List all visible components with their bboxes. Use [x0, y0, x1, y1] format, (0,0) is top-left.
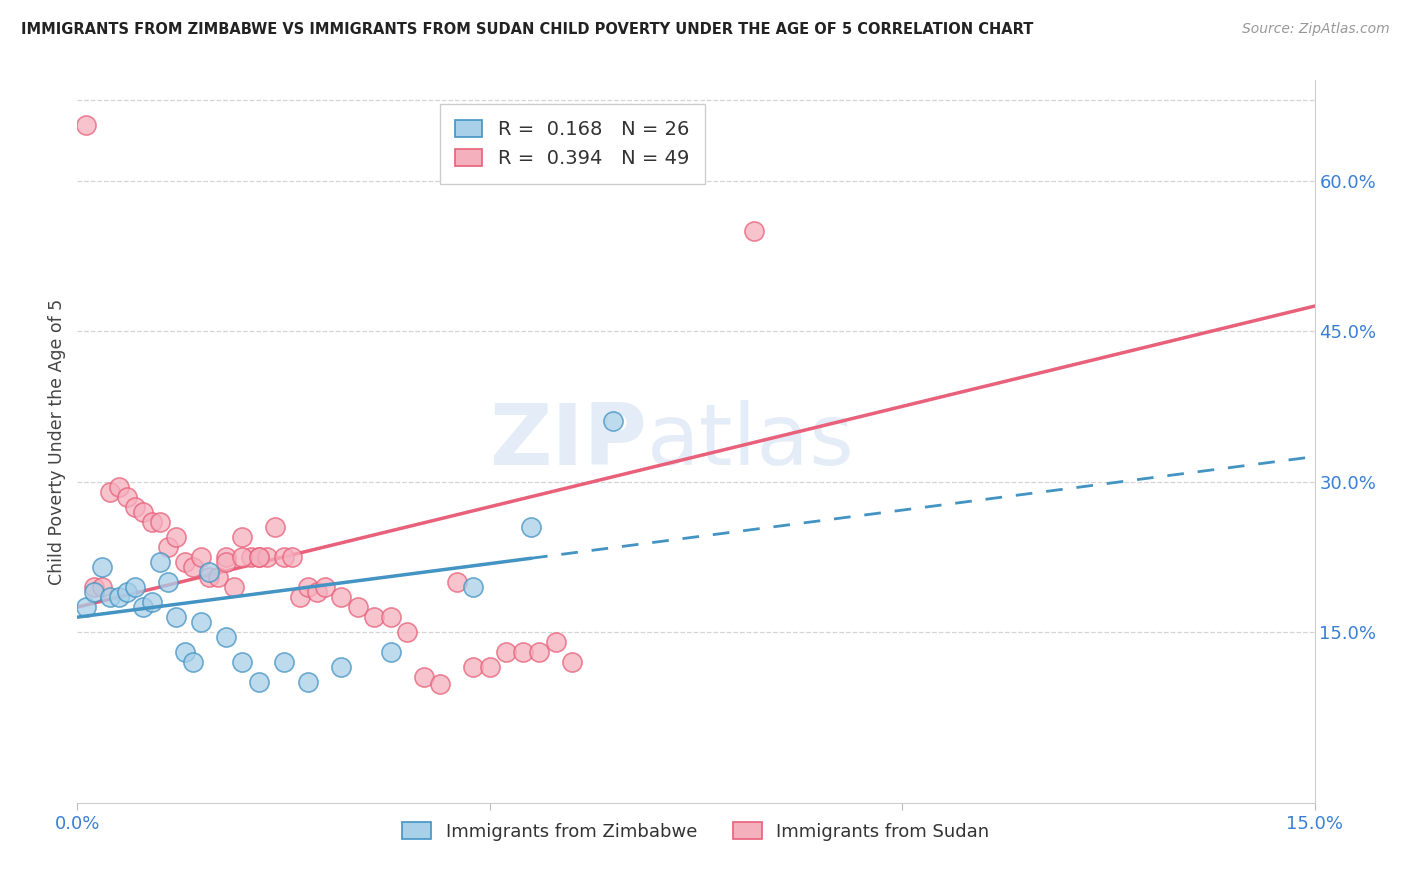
Point	[132, 505, 155, 519]
Point	[83, 585, 105, 599]
Point	[330, 590, 353, 604]
Point	[149, 515, 172, 529]
Point	[742, 224, 765, 238]
Point	[264, 520, 287, 534]
Point	[429, 677, 451, 691]
Point	[198, 565, 221, 579]
Point	[495, 645, 517, 659]
Point	[247, 675, 270, 690]
Point	[141, 595, 163, 609]
Point	[149, 555, 172, 569]
Point	[231, 655, 253, 669]
Point	[529, 645, 551, 659]
Point	[288, 590, 311, 604]
Point	[132, 600, 155, 615]
Point	[602, 414, 624, 428]
Point	[107, 480, 129, 494]
Point	[190, 549, 212, 564]
Text: Source: ZipAtlas.com: Source: ZipAtlas.com	[1241, 22, 1389, 37]
Point	[165, 610, 187, 624]
Point	[157, 574, 180, 589]
Point	[198, 570, 221, 584]
Point	[173, 555, 195, 569]
Point	[98, 484, 121, 499]
Point	[124, 500, 146, 514]
Text: ZIP: ZIP	[489, 400, 647, 483]
Point	[83, 580, 105, 594]
Point	[207, 570, 229, 584]
Y-axis label: Child Poverty Under the Age of 5: Child Poverty Under the Age of 5	[48, 299, 66, 584]
Point	[463, 580, 485, 594]
Point	[520, 520, 543, 534]
Point	[141, 515, 163, 529]
Point	[305, 585, 328, 599]
Point	[273, 655, 295, 669]
Point	[297, 580, 319, 594]
Point	[181, 655, 204, 669]
Point	[124, 580, 146, 594]
Point	[215, 555, 238, 569]
Point	[115, 585, 138, 599]
Legend: Immigrants from Zimbabwe, Immigrants from Sudan: Immigrants from Zimbabwe, Immigrants fro…	[395, 814, 997, 848]
Point	[281, 549, 304, 564]
Point	[231, 530, 253, 544]
Point	[544, 635, 567, 649]
Point	[190, 615, 212, 630]
Point	[330, 660, 353, 674]
Point	[75, 600, 97, 615]
Point	[157, 540, 180, 554]
Point	[396, 625, 419, 640]
Point	[446, 574, 468, 589]
Point	[115, 490, 138, 504]
Point	[478, 660, 501, 674]
Point	[512, 645, 534, 659]
Point	[247, 549, 270, 564]
Point	[91, 560, 114, 574]
Point	[181, 560, 204, 574]
Point	[75, 119, 97, 133]
Point	[463, 660, 485, 674]
Point	[215, 630, 238, 644]
Point	[107, 590, 129, 604]
Point	[363, 610, 385, 624]
Point	[297, 675, 319, 690]
Point	[314, 580, 336, 594]
Point	[380, 645, 402, 659]
Point	[91, 580, 114, 594]
Text: IMMIGRANTS FROM ZIMBABWE VS IMMIGRANTS FROM SUDAN CHILD POVERTY UNDER THE AGE OF: IMMIGRANTS FROM ZIMBABWE VS IMMIGRANTS F…	[21, 22, 1033, 37]
Point	[98, 590, 121, 604]
Point	[239, 549, 262, 564]
Text: atlas: atlas	[647, 400, 855, 483]
Point	[222, 580, 245, 594]
Point	[561, 655, 583, 669]
Point	[380, 610, 402, 624]
Point	[256, 549, 278, 564]
Point	[231, 549, 253, 564]
Point	[346, 600, 368, 615]
Point	[215, 549, 238, 564]
Point	[273, 549, 295, 564]
Point	[165, 530, 187, 544]
Point	[247, 549, 270, 564]
Point	[412, 670, 434, 684]
Point	[173, 645, 195, 659]
